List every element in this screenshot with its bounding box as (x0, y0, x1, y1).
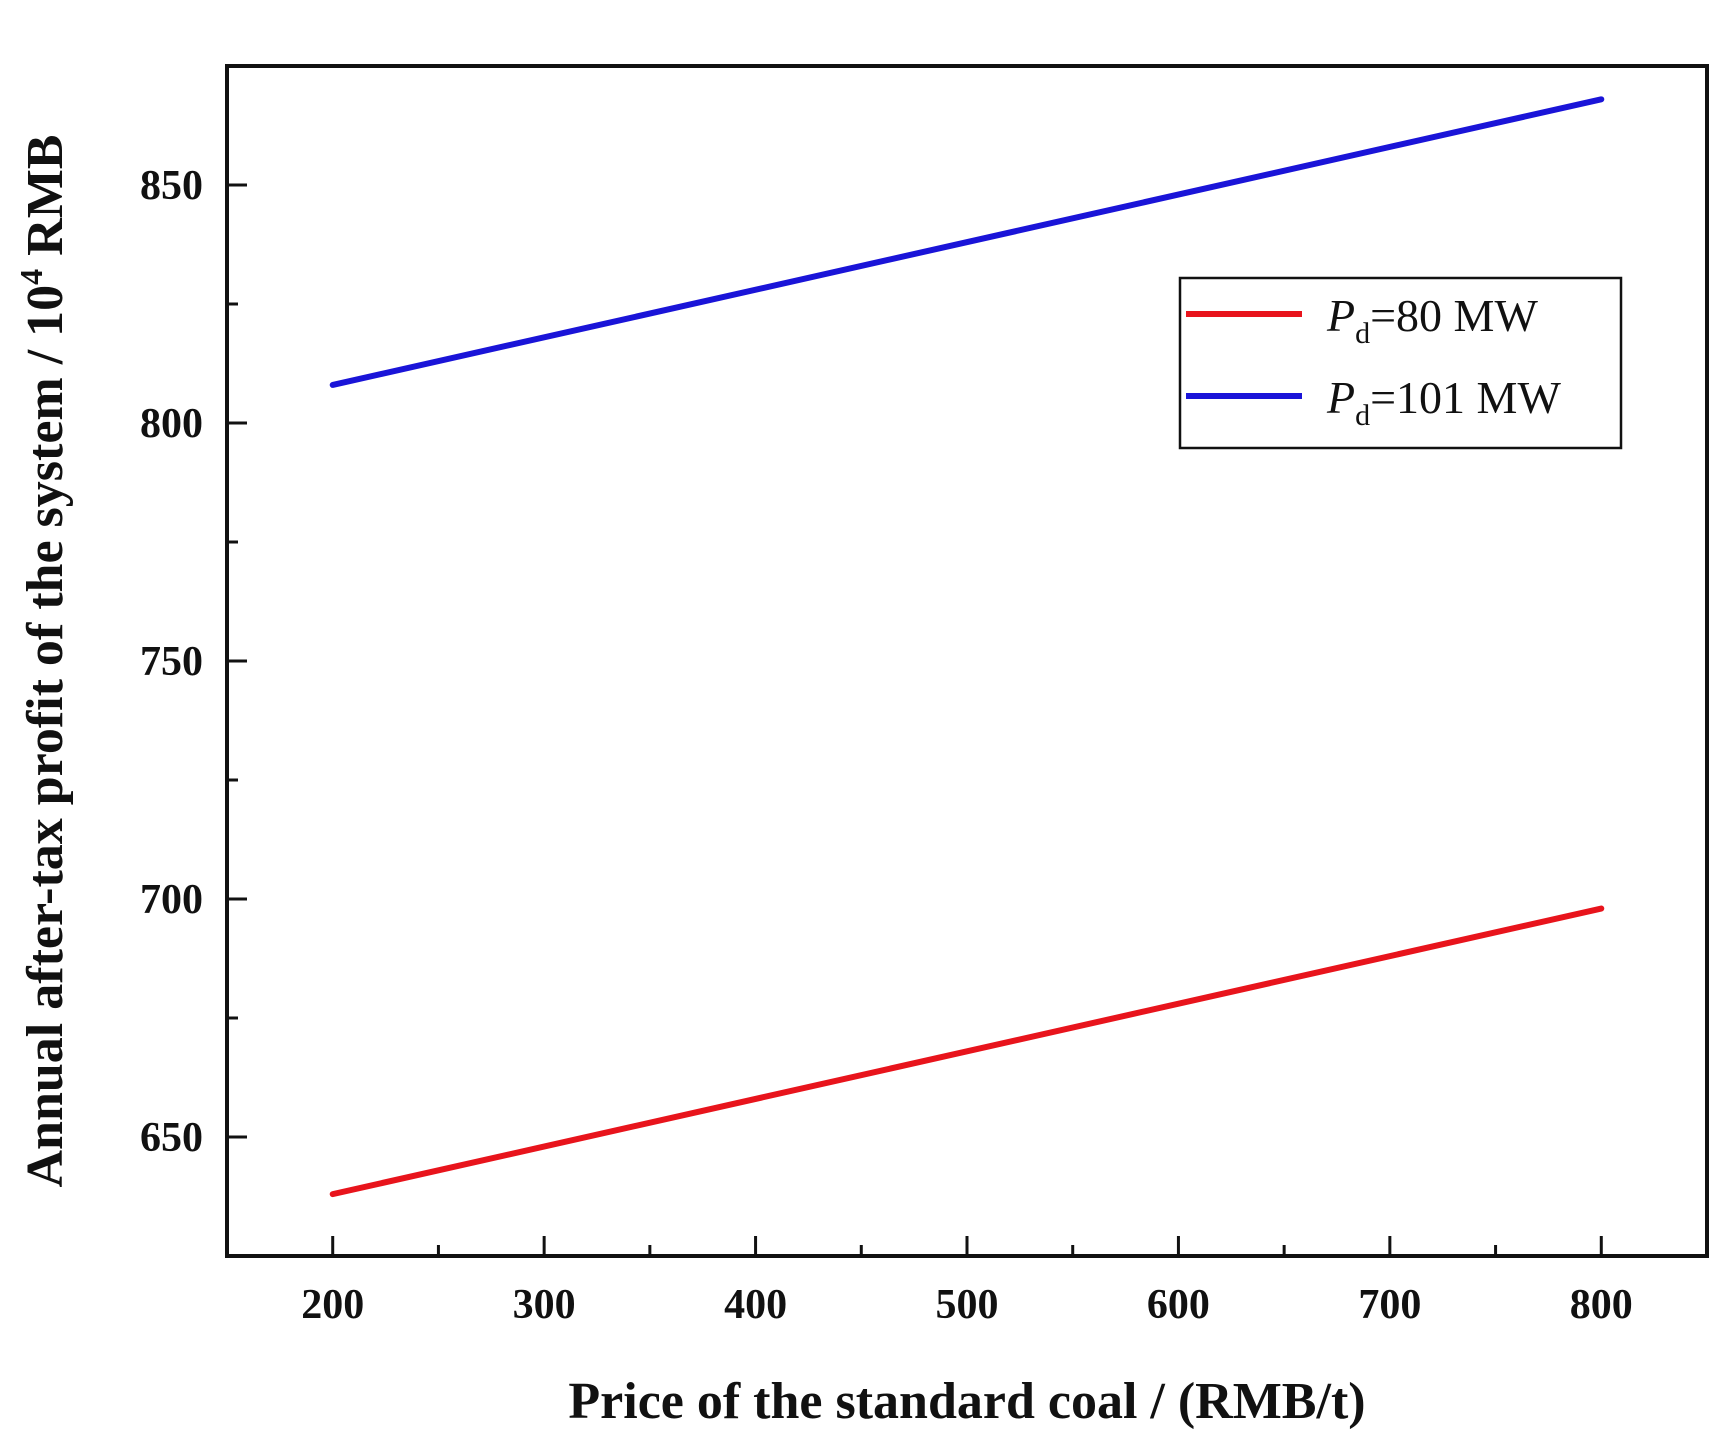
y-tick-label: 700 (140, 877, 203, 923)
y-tick-label: 750 (140, 639, 203, 685)
legend-symbol-80mw: P (1326, 290, 1355, 341)
series-layer (329, 96, 1605, 1198)
legend: Pd=80 MW Pd=101 MW (1178, 276, 1623, 450)
x-tick-label: 700 (1358, 1282, 1421, 1328)
legend-subscript-80mw: d (1355, 317, 1370, 350)
x-axis: 200 300 400 500 600 700 800 (301, 1236, 1633, 1328)
x-tick-label: 400 (724, 1282, 787, 1328)
legend-label-80mw: Pd=80 MW (1326, 290, 1538, 350)
y-tick-label: 650 (140, 1115, 203, 1161)
x-tick-label: 300 (513, 1282, 576, 1328)
series-line-80mw (329, 905, 1605, 1198)
x-tick-label: 500 (936, 1282, 999, 1328)
y-tick-label: 800 (140, 401, 203, 447)
x-tick-label: 800 (1570, 1282, 1633, 1328)
legend-box (1178, 276, 1623, 450)
legend-value-101mw: =101 MW (1370, 372, 1561, 423)
y-axis-title-unit: RMB (17, 135, 74, 269)
legend-subscript-101mw: d (1355, 399, 1370, 432)
y-axis: 650 700 750 800 850 (140, 163, 247, 1161)
x-axis-title: Price of the standard coal / (RMB/t) (568, 1373, 1365, 1430)
x-tick-label: 200 (301, 1282, 364, 1328)
series-line-101mw (329, 96, 1605, 388)
legend-symbol-101mw: P (1326, 372, 1355, 423)
y-axis-title: Annual after-tax profit of the system / … (13, 135, 74, 1188)
y-tick-label: 850 (140, 163, 203, 209)
legend-label-101mw: Pd=101 MW (1326, 372, 1561, 432)
x-tick-label: 600 (1147, 1282, 1210, 1328)
y-axis-title-main: Annual after-tax profit of the system / … (17, 285, 74, 1188)
legend-value-80mw: =80 MW (1370, 290, 1538, 341)
y-axis-title-exponent: 4 (13, 269, 49, 285)
